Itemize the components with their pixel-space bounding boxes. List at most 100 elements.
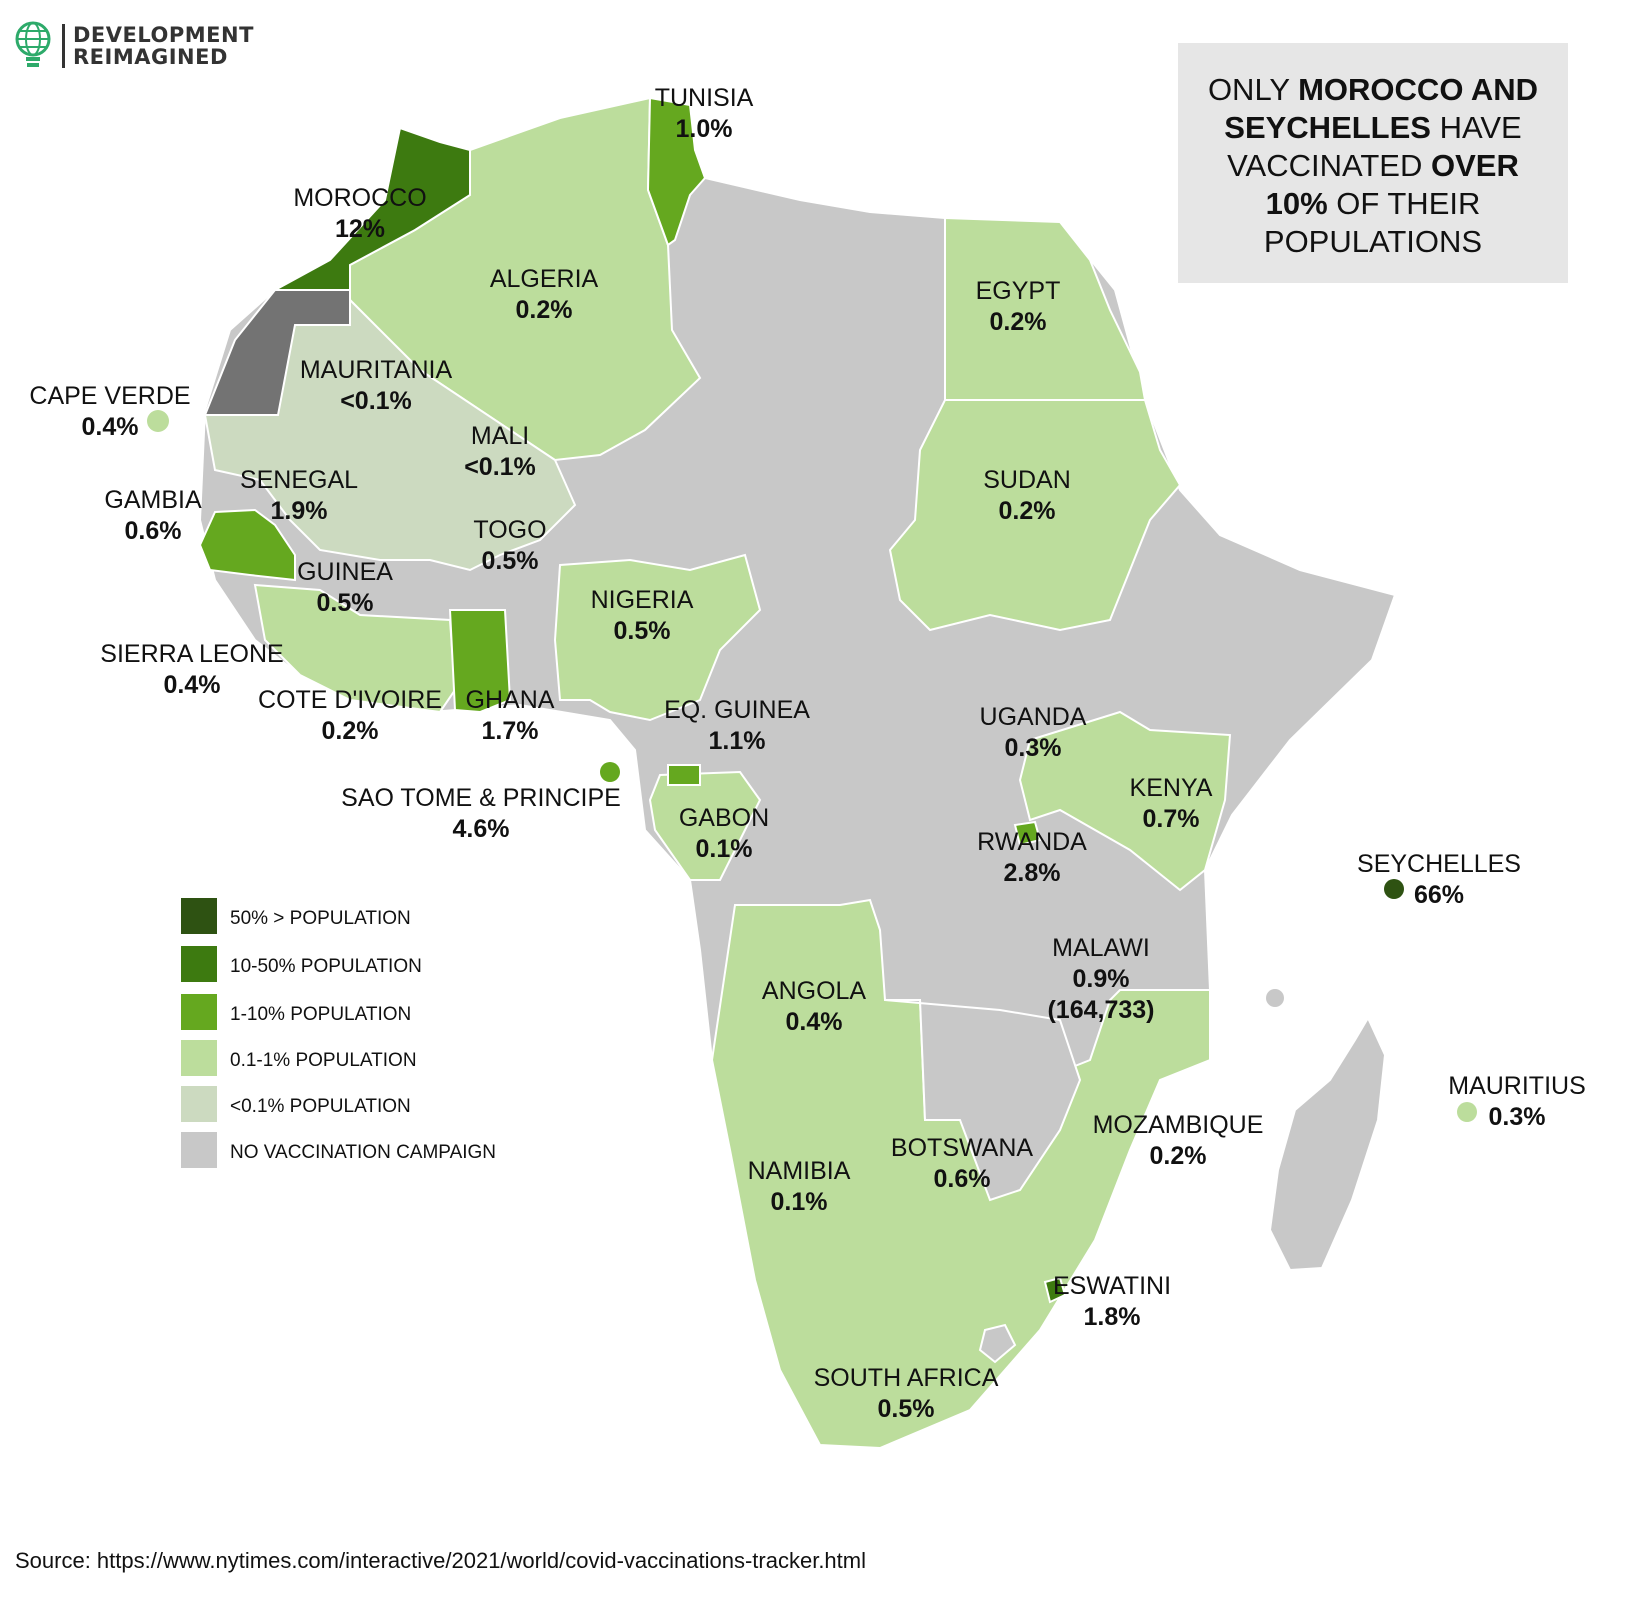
legend-label-01-1: 0.1-1% POPULATION — [230, 1050, 417, 1071]
legend-label-1-10: 1-10% POPULATION — [230, 1004, 411, 1025]
morocco-value: 12% — [335, 215, 385, 243]
rwanda-name: RWANDA — [977, 828, 1087, 856]
tunisia-value: 1.0% — [676, 115, 733, 143]
gambia-value: 0.6% — [125, 517, 182, 545]
sao-tome-name: SAO TOME & PRINCIPE — [341, 784, 621, 812]
headline-bold-1: MOROCCO AND SEYCHELLES — [1224, 72, 1539, 145]
nigeria-value: 0.5% — [614, 617, 671, 645]
rwanda-value: 2.8% — [1004, 859, 1061, 887]
legend-swatch-01-1 — [181, 1040, 217, 1076]
mauritania-name: MAURITANIA — [300, 356, 453, 384]
seychelles-name: SEYCHELLES — [1357, 850, 1521, 878]
sao-tome-dot — [600, 762, 620, 782]
uganda-name: UGANDA — [980, 703, 1087, 731]
kenya-name: KENYA — [1130, 774, 1213, 802]
seychelles-value: 66% — [1414, 881, 1464, 909]
cote-divoire-value: 0.2% — [322, 717, 379, 745]
legend-swatch-over50 — [181, 898, 217, 934]
nigeria-name: NIGERIA — [591, 586, 694, 614]
legend: 50% > POPULATION 10-50% POPULATION 1-10%… — [181, 898, 496, 1168]
mali-value: <0.1% — [464, 453, 536, 481]
headline-box: ONLY MOROCCO AND SEYCHELLES HAVE VACCINA… — [1178, 43, 1568, 283]
tunisia-name: TUNISIA — [655, 84, 754, 112]
angola-value: 0.4% — [786, 1008, 843, 1036]
cape-verde-value: 0.4% — [82, 413, 139, 441]
ghana-name: GHANA — [466, 686, 555, 714]
cape-verde-dot — [147, 410, 169, 432]
country-labels: TUNISIA 1.0% MOROCCO 12% ALGERIA 0.2% EG… — [29, 84, 1585, 1423]
eq-guinea-shape — [667, 764, 701, 786]
sudan-value: 0.2% — [999, 497, 1056, 525]
sudan-name: SUDAN — [983, 466, 1071, 494]
senegal-shape — [198, 508, 296, 582]
gambia-name: GAMBIA — [104, 486, 202, 514]
cote-divoire-name: COTE D'IVOIRE — [258, 686, 442, 714]
globe-bulb-icon — [15, 21, 51, 67]
coastal-west-shape — [253, 583, 457, 714]
mauritius-value: 0.3% — [1489, 1103, 1546, 1131]
south-africa-name: SOUTH AFRICA — [814, 1364, 999, 1392]
egypt-name: EGYPT — [976, 277, 1061, 305]
gabon-name: GABON — [679, 804, 769, 832]
south-africa-value: 0.5% — [878, 1395, 935, 1423]
algeria-value: 0.2% — [516, 296, 573, 324]
gabon-shape — [648, 770, 762, 881]
headline-part-2: HAVE VACCINATED — [1227, 110, 1522, 183]
comoros-dot — [1266, 989, 1284, 1007]
morocco-name: MOROCCO — [293, 184, 426, 212]
botswana-value: 0.6% — [934, 1165, 991, 1193]
legend-swatch-under01 — [181, 1086, 217, 1122]
uganda-value: 0.3% — [1005, 734, 1062, 762]
uganda-kenya-shape — [1018, 710, 1232, 892]
zimbabwe-zambia-grey — [884, 999, 1082, 1202]
eswatini-shape — [1043, 1276, 1067, 1304]
headline-part-3: OF THEIR POPULATIONS — [1263, 186, 1483, 259]
mauritius-dot — [1457, 1102, 1477, 1122]
senegal-name: SENEGAL — [240, 466, 358, 494]
sierra-leone-value: 0.4% — [164, 671, 221, 699]
guinea-value: 0.5% — [317, 589, 374, 617]
madagascar-shape — [1268, 1015, 1387, 1272]
mauritania-value: <0.1% — [340, 387, 412, 415]
namibia-name: NAMIBIA — [748, 1157, 851, 1185]
headline-part-1: ONLY — [1207, 72, 1299, 107]
mozambique-name: MOZAMBIQUE — [1093, 1111, 1264, 1139]
morocco-shape — [274, 126, 471, 291]
logo-line-1: DEVELOPMENT — [73, 23, 254, 47]
egypt-value: 0.2% — [990, 308, 1047, 336]
logo-text: DEVELOPMENT REIMAGINED — [62, 24, 254, 68]
legend-label-10-50: 10-50% POPULATION — [230, 956, 422, 977]
headline-bold-2: OVER 10% — [1265, 148, 1519, 221]
rwanda-shape — [1013, 820, 1042, 847]
gabon-value: 0.1% — [696, 835, 753, 863]
namibia-value: 0.1% — [771, 1188, 828, 1216]
angola-name: ANGOLA — [762, 977, 867, 1005]
seychelles-dot — [1384, 879, 1404, 899]
mauritius-name: MAURITIUS — [1448, 1072, 1586, 1100]
logo: DEVELOPMENT REIMAGINED — [14, 18, 254, 74]
eswatini-value: 1.8% — [1084, 1303, 1141, 1331]
nigeria-shape — [553, 553, 762, 722]
mali-name: MALI — [471, 422, 529, 450]
cape-verde-name: CAPE VERDE — [29, 382, 190, 410]
logo-line-2: REIMAGINED — [73, 45, 228, 69]
eq-guinea-value: 1.1% — [709, 727, 766, 755]
legend-label-none: NO VACCINATION CAMPAIGN — [230, 1142, 496, 1163]
botswana-name: BOTSWANA — [891, 1134, 1033, 1162]
kenya-value: 0.7% — [1143, 805, 1200, 833]
legend-label-over50: 50% > POPULATION — [230, 908, 411, 929]
lesotho-shape — [978, 1323, 1017, 1364]
sierra-leone-name: SIERRA LEONE — [100, 640, 283, 668]
mozambique-value: 0.2% — [1150, 1142, 1207, 1170]
legend-swatch-none — [181, 1132, 217, 1168]
malawi-name: MALAWI — [1052, 934, 1150, 962]
sao-tome-value: 4.6% — [453, 815, 510, 843]
legend-swatch-10-50 — [181, 946, 217, 982]
western-sahara-shape — [203, 289, 351, 416]
ghana-value: 1.7% — [482, 717, 539, 745]
eswatini-name: ESWATINI — [1053, 1272, 1171, 1300]
tunisia-shape — [646, 96, 707, 247]
algeria-name: ALGERIA — [490, 265, 599, 293]
source-citation: Source: https://www.nytimes.com/interact… — [15, 1548, 866, 1573]
